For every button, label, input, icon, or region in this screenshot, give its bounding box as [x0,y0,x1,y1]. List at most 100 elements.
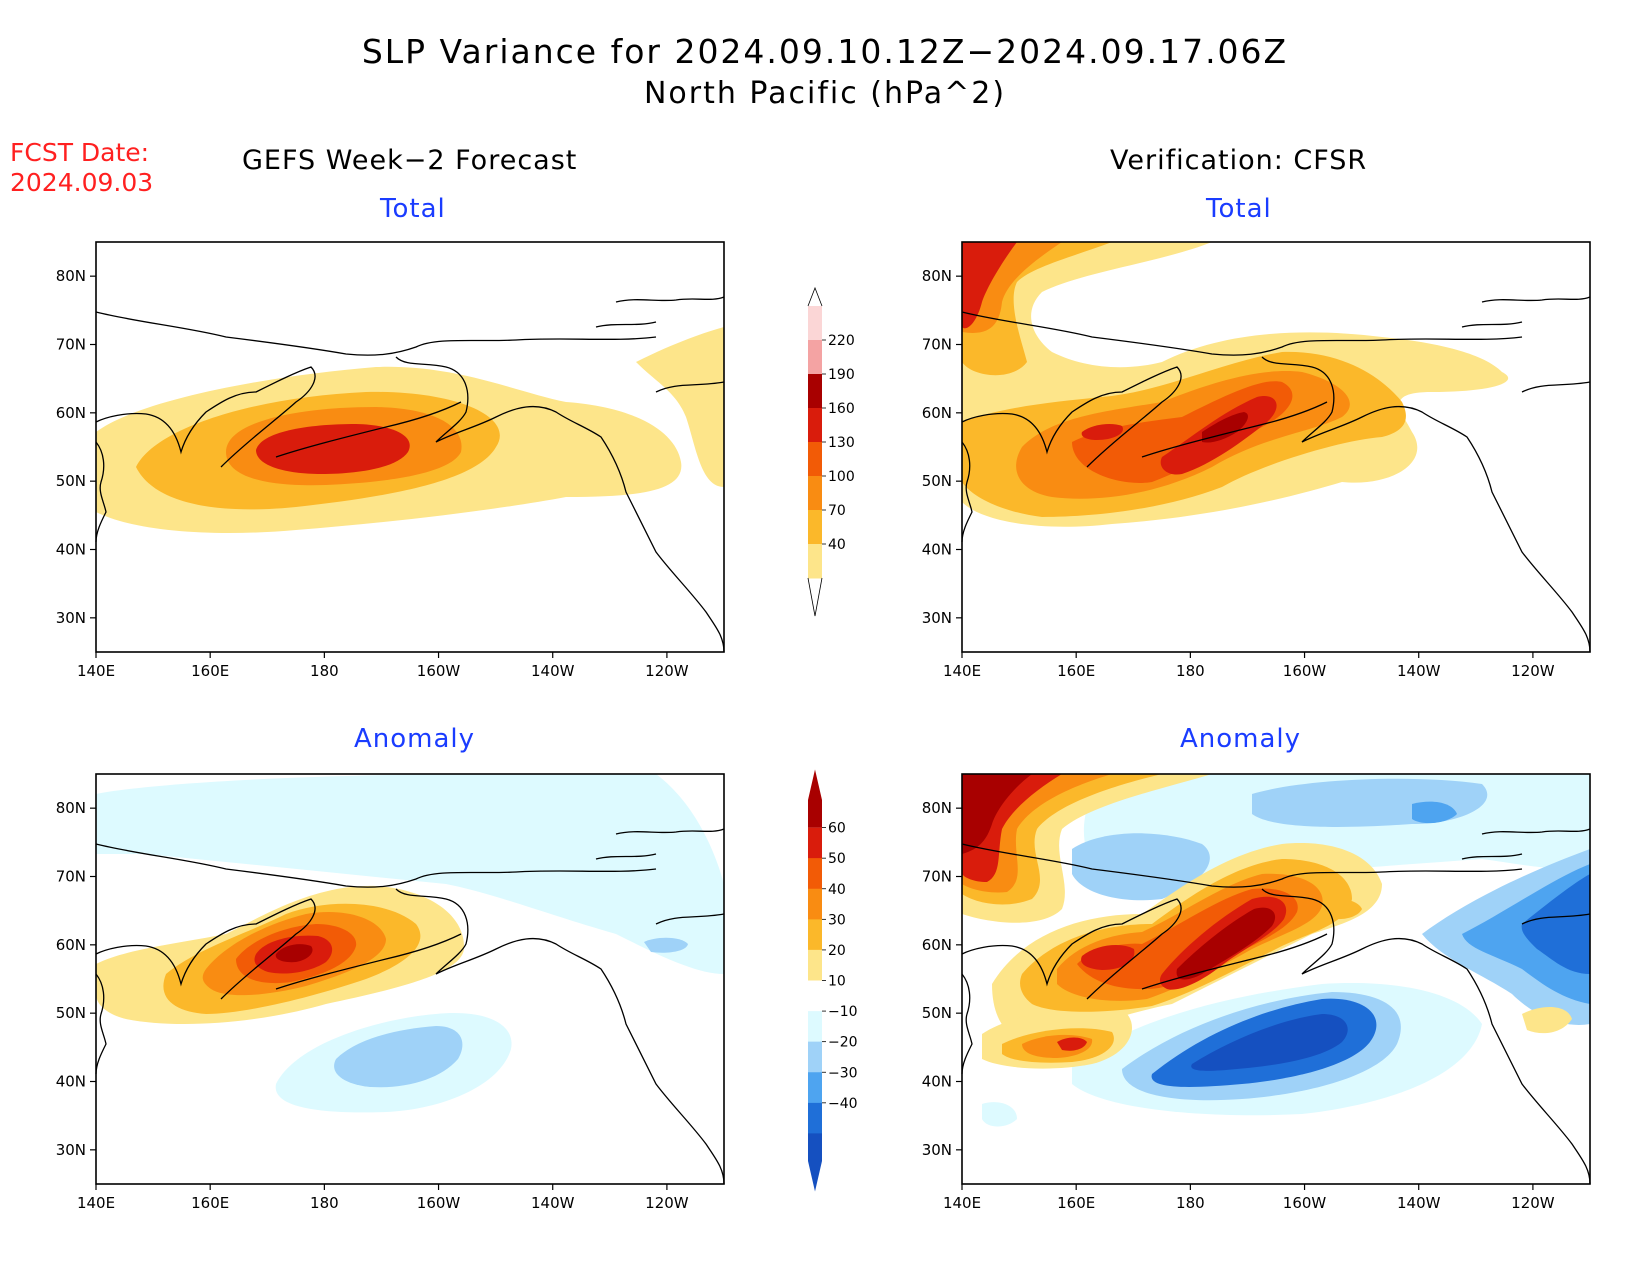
lon-tick-label: 140W [1397,662,1441,680]
colorbar-swatch [808,769,822,828]
lon-tick-label: 140E [943,1194,981,1212]
colorbar-swatch [808,374,822,409]
lat-tick-label: 40N [56,541,86,559]
colorbar-tick-label: 30 [828,912,846,928]
lon-tick-label: 140W [531,662,575,680]
lat-tick-label: 80N [56,799,86,817]
lat-tick-label: 80N [56,267,86,285]
colorbar-swatch [808,476,822,511]
lat-tick-label: 50N [56,472,86,490]
colorbar-tick-label: −30 [828,1065,858,1081]
panel-verification-total [962,242,1509,527]
colorbar-swatch [808,1102,822,1134]
verification-anomaly-coastline [961,828,1591,1185]
forecast-date-block: FCST Date: 2024.09.03 [10,138,153,198]
lat-tick-label: 40N [922,1073,952,1091]
lon-tick-label: 160W [417,662,461,680]
panel-forecast-total [96,327,724,533]
colorbar-tick-label: 50 [828,851,846,867]
lon-tick-label: 140E [77,1194,115,1212]
forecast-total-label: Total [380,194,446,224]
lon-tick-label: 160E [1057,1194,1095,1212]
colorbar-tick-label: 10 [828,974,846,990]
lat-tick-label: 80N [922,267,952,285]
lat-tick-label: 50N [56,1004,86,1022]
verification-total-contours [962,242,1509,527]
lon-tick-label: 140W [1397,1194,1441,1212]
panel-forecast-anomaly [96,774,724,1113]
forecast-anomaly-coastline [95,828,725,1185]
panel-border [95,241,725,653]
lat-tick-label: 30N [922,609,952,627]
colorbar-swatch [808,1011,822,1043]
lon-tick-label: 180 [310,662,339,680]
total-colorbar: 220 190 160 130 100 70 40 [807,286,855,617]
forecast-date-value: 2024.09.03 [10,168,154,197]
lon-tick-label: 160W [417,1194,461,1212]
colorbar-tick-label: −40 [828,1096,858,1112]
colorbar-tick-label: 100 [828,469,855,485]
verification-anomaly-contours [962,774,1590,1127]
lat-tick-label: 40N [56,1073,86,1091]
colorbar-swatch [808,919,822,951]
forecast-date-label: FCST Date: [10,138,150,167]
colorbar-swatch [808,442,822,477]
lat-tick-label: 80N [922,799,952,817]
lat-tick-label: 60N [56,936,86,954]
colorbar-swatch [808,1041,822,1073]
colorbar-swatch [808,510,822,545]
right-column-title: Verification: CFSR [1110,145,1368,176]
colorbar-swatch [808,306,822,341]
lon-tick-label: 160W [1283,1194,1327,1212]
forecast-total-coastline [95,296,725,653]
lon-tick-label: 160E [191,1194,229,1212]
forecast-anomaly-contours [96,774,724,1113]
panel-verification-anomaly [962,774,1590,1127]
colorbar-swatch [808,1133,822,1192]
lon-tick-label: 180 [1176,1194,1205,1212]
verification-anomaly-axes: 140E 160E 180 160W 140W 120W 80N 70N 60N 50N 40N 30… [922,773,1591,1212]
lat-tick-label: 60N [922,936,952,954]
lon-tick-label: 140E [77,662,115,680]
lat-tick-label: 60N [922,404,952,422]
verification-anomaly-label: Anomaly [1180,724,1302,754]
lat-tick-label: 40N [922,541,952,559]
colorbar-tick-label: 160 [828,401,855,417]
colorbar-tick-label: 220 [828,333,855,349]
lon-tick-label: 180 [310,1194,339,1212]
colorbar-swatch [808,858,822,890]
lon-tick-label: 180 [1176,662,1205,680]
colorbar-tick-label: 70 [828,503,846,519]
colorbar-tick-label: 40 [828,537,846,553]
figure-subtitle: North Pacific (hPa^2) [643,76,1007,111]
lat-tick-label: 70N [922,868,952,886]
colorbar-tick-label: 20 [828,943,846,959]
lon-tick-label: 120W [645,662,689,680]
forecast-anomaly-axes: 140E 160E 180 160W 140W 120W 80N 70N 60N 50N 40N 30… [56,773,725,1212]
coastlines [95,296,1591,1185]
colorbar-tick-label: 190 [828,367,855,383]
colorbar-tick-label: 60 [828,821,846,837]
lat-tick-label: 50N [922,1004,952,1022]
colorbar-swatch [808,888,822,920]
colorbar-tick-label: 40 [828,882,846,898]
left-column-title: GEFS Week−2 Forecast [242,145,578,176]
colorbar-tick-label: 130 [828,435,855,451]
panel-border [961,773,1591,1185]
panel-border [961,241,1591,653]
colorbar-swatch [808,340,822,375]
forecast-total-axes: 140E 160E 180 160W 140W 120W 80N 70N 60N 50N 40N 30… [56,241,725,680]
colorbar-swatch [808,827,822,859]
panel-border [95,773,725,1185]
colorbar-swatch [808,408,822,443]
lon-tick-label: 160E [1057,662,1095,680]
lat-tick-label: 30N [56,1141,86,1159]
lat-tick-label: 50N [922,472,952,490]
lat-tick-label: 70N [56,868,86,886]
lat-tick-label: 60N [56,404,86,422]
lat-tick-label: 70N [922,336,952,354]
lon-tick-label: 120W [1511,1194,1555,1212]
colorbar-swatch [808,980,822,1012]
lon-tick-label: 160E [191,662,229,680]
